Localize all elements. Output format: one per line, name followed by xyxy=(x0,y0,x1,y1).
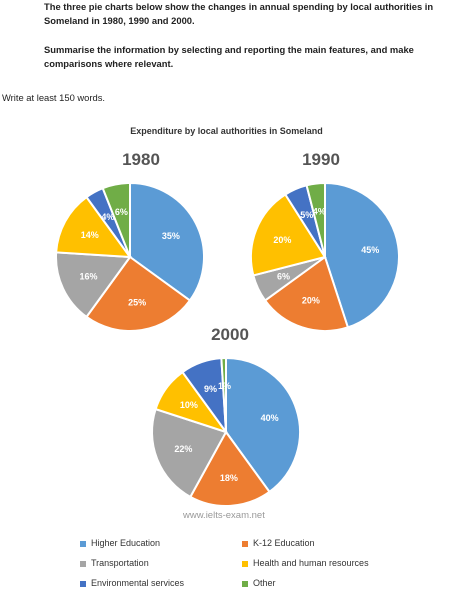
legend-swatch-environmental xyxy=(80,580,86,587)
legend-item-other: Other xyxy=(242,578,276,588)
legend-item-higher-education: Higher Education xyxy=(80,538,160,548)
pie-slice-2000-k12-education xyxy=(188,430,271,507)
pie-label-1990-environmental: 5% xyxy=(300,210,313,220)
pie-slice-1980-higher-education xyxy=(129,181,205,302)
legend-label-k12-education: K-12 Education xyxy=(253,538,315,548)
legend-swatch-higher-education xyxy=(80,540,86,547)
task-instructions: The three pie charts below show the chan… xyxy=(44,1,434,26)
pie-label-1980-other: 6% xyxy=(115,207,128,217)
pie-slice-2000-other xyxy=(220,356,227,433)
pie-label-1980-transportation: 16% xyxy=(79,272,97,282)
legend-label-health: Health and human resources xyxy=(253,558,369,568)
pie-label-1990-other: 4% xyxy=(313,206,326,216)
legend-swatch-transportation xyxy=(80,560,86,567)
pie-slice-1990-other xyxy=(305,181,326,258)
pie-slice-1980-k12-education xyxy=(85,255,192,332)
pie-label-1980-higher-education: 35% xyxy=(162,231,180,241)
pie-label-2000-higher-education: 40% xyxy=(261,413,279,423)
legend-item-transportation: Transportation xyxy=(80,558,149,568)
watermark: www.ielts-exam.net xyxy=(183,510,265,521)
legend-swatch-health xyxy=(242,560,248,567)
pie-label-1980-k12-education: 25% xyxy=(128,297,146,307)
pie-label-1980-environmental: 4% xyxy=(101,212,114,222)
pie-slice-1980-health xyxy=(55,195,133,259)
pie-slice-1990-k12-education xyxy=(263,255,350,332)
pie-label-1990-transportation: 6% xyxy=(277,272,290,282)
word-count-instructions: Write at least 150 words. xyxy=(2,92,105,103)
pie-label-2000-k12-education: 18% xyxy=(220,473,238,483)
pie-year-label-1980: 1980 xyxy=(122,150,160,169)
pie-slice-2000-higher-education xyxy=(225,356,301,494)
pie-slice-1990-health xyxy=(250,193,327,277)
pie-slice-1990-higher-education xyxy=(324,181,400,329)
pie-label-1980-health: 14% xyxy=(81,230,99,240)
legend-label-other: Other xyxy=(253,578,276,588)
pie-year-label-1990: 1990 xyxy=(302,150,340,169)
pie-label-2000-transportation: 22% xyxy=(174,444,192,454)
pie-label-1990-health: 20% xyxy=(273,235,291,245)
legend-swatch-other xyxy=(242,580,248,587)
legend-label-environmental: Environmental services xyxy=(91,578,185,588)
pie-year-label-2000: 2000 xyxy=(211,325,249,344)
pie-slice-1980-transportation xyxy=(55,251,132,319)
legend-item-k12-education: K-12 Education xyxy=(242,538,315,548)
legend-label-transportation: Transportation xyxy=(91,558,149,568)
pie-label-2000-environmental: 9% xyxy=(204,384,217,394)
pie-label-1990-higher-education: 45% xyxy=(361,245,379,255)
pie-label-2000-other: 1% xyxy=(218,381,231,391)
pie-slice-1980-other xyxy=(101,181,131,258)
pie-label-2000-health: 10% xyxy=(180,400,198,410)
pie-slice-2000-transportation xyxy=(151,407,228,499)
legend-label-higher-education: Higher Education xyxy=(91,538,161,548)
chart-title: Expenditure by local authorities in Some… xyxy=(130,126,323,136)
legend-item-environmental: Environmental services xyxy=(80,578,184,588)
legend-swatch-k12-education xyxy=(242,540,248,547)
legend-item-health: Health and human resources xyxy=(242,558,369,568)
task-summary-instructions: Summarise the information by selecting a… xyxy=(44,44,414,69)
pie-label-1990-k12-education: 20% xyxy=(302,296,320,306)
